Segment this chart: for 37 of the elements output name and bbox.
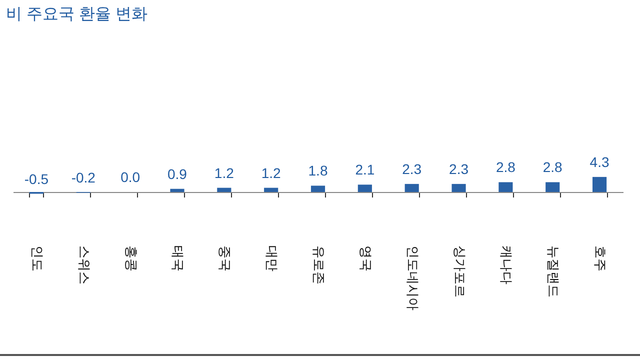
- data-label: 1.2: [261, 164, 282, 181]
- bar: [170, 188, 184, 192]
- data-label: 2.3: [449, 160, 469, 177]
- x-tick-label: 홍콩: [124, 246, 139, 272]
- bar: [546, 182, 560, 192]
- data-label: 0.0: [120, 169, 140, 185]
- data-label: 2.3: [402, 160, 422, 177]
- x-tick-label: 대만: [264, 246, 280, 272]
- bar: [404, 184, 419, 192]
- data-label: 0.9: [167, 166, 188, 182]
- data-label: 2.8: [496, 159, 516, 176]
- x-tick-label: 영국: [358, 246, 374, 272]
- x-tick-label: 태국: [170, 246, 186, 272]
- bar: [592, 176, 607, 192]
- bar: [264, 188, 278, 192]
- x-tick-label: 인도네시아: [405, 246, 420, 310]
- x-tick-label: 중국: [218, 246, 233, 272]
- data-label: -0.2: [71, 170, 96, 186]
- data-label: 2.1: [355, 162, 375, 178]
- data-label: 4.3: [590, 154, 610, 170]
- bar: [310, 186, 326, 192]
- x-tick-label: 유로존: [312, 246, 326, 284]
- data-label: 2.8: [542, 159, 563, 176]
- x-tick-label: 뉴질랜드: [546, 246, 562, 298]
- data-label: -0.5: [24, 170, 49, 187]
- bar: [452, 184, 466, 192]
- data-label: 1.8: [308, 162, 328, 179]
- x-tick-label: 싱가포르: [452, 246, 468, 298]
- bar: [358, 184, 372, 192]
- data-label: 1.2: [214, 164, 234, 181]
- x-tick-label: 호주: [593, 246, 608, 272]
- x-tick-label: 스위스: [76, 246, 92, 284]
- x-tick-label: 캐나다: [499, 246, 514, 284]
- bar: [498, 182, 513, 192]
- chart-title: 비 주요국 환율 변화: [6, 6, 148, 23]
- x-tick-label: 인도: [30, 246, 45, 272]
- bar: [217, 188, 232, 192]
